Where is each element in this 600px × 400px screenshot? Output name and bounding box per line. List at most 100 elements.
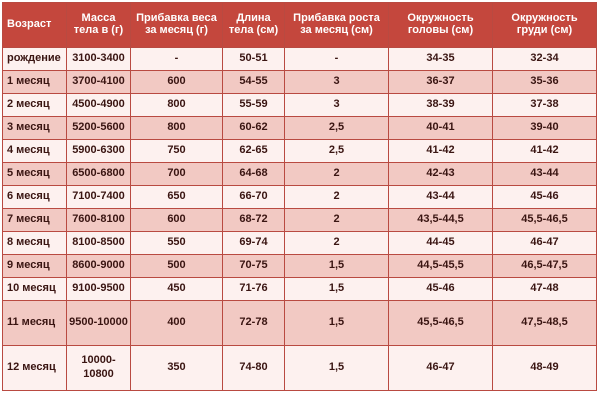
cell-height-gain: 2 (284, 185, 389, 209)
cell-weight-gain: 550 (130, 231, 223, 255)
growth-table: Возраст Масса тела в (г) Прибавка веса з… (2, 2, 597, 391)
cell-head-circumference: 43,5-44,5 (388, 208, 493, 232)
table-row: рождение 3100-3400-50-51-34-35 32-34 (2, 47, 597, 71)
cell-mass: 8100-8500 (66, 231, 131, 255)
cell-mass: 8600-9000 (66, 254, 131, 278)
cell-length: 62-65 (222, 139, 285, 163)
cell-weight-gain: - (130, 47, 223, 71)
cell-age: 11 месяц (2, 300, 67, 346)
cell-mass: 3100-3400 (66, 47, 131, 71)
cell-chest-circumference: 35-36 (492, 70, 597, 94)
cell-chest-circumference: 45,5-46,5 (492, 208, 597, 232)
cell-mass: 10000-10800 (66, 345, 131, 391)
cell-age: 6 месяц (2, 185, 67, 209)
cell-length: 70-75 (222, 254, 285, 278)
cell-age: 3 месяц (2, 116, 67, 140)
table-body: рождение 3100-3400-50-51-34-35 32-34 1 меся… (2, 47, 597, 391)
header-row: Возраст Масса тела в (г) Прибавка веса з… (2, 2, 597, 48)
table-row: 12 месяц 10000-10800 350 74-80 1,5 46-47 48-49 (2, 345, 597, 391)
table-row: 11 месяц 9500-10000 400 72-78 1,5 45,5-46,5 47… (2, 300, 597, 346)
cell-age: 5 месяц (2, 162, 67, 186)
cell-height-gain: 2 (284, 208, 389, 232)
cell-mass: 7100-7400 (66, 185, 131, 209)
cell-mass: 9500-10000 (66, 300, 131, 346)
cell-age: 9 месяц (2, 254, 67, 278)
cell-mass: 7600-8100 (66, 208, 131, 232)
table-row: 2 месяц 4500-4900 800 55-59 3 38-39 37-38 (2, 93, 597, 117)
cell-weight-gain: 700 (130, 162, 223, 186)
table-row: 10 месяц 9100-9500 450 71-76 1,5 45-46 47-48 (2, 277, 597, 301)
cell-chest-circumference: 43-44 (492, 162, 597, 186)
cell-chest-circumference: 47-48 (492, 277, 597, 301)
header-chest-circumference: Окружность груди (см) (492, 2, 597, 48)
cell-weight-gain: 450 (130, 277, 223, 301)
cell-mass: 3700-4100 (66, 70, 131, 94)
cell-age: 8 месяц (2, 231, 67, 255)
cell-chest-circumference: 46-47 (492, 231, 597, 255)
cell-head-circumference: 41-42 (388, 139, 493, 163)
cell-head-circumference: 44-45 (388, 231, 493, 255)
cell-weight-gain: 650 (130, 185, 223, 209)
cell-weight-gain: 600 (130, 208, 223, 232)
cell-age: 12 месяц (2, 345, 67, 391)
cell-height-gain: 1,5 (284, 345, 389, 391)
header-age: Возраст (2, 2, 67, 48)
cell-head-circumference: 44,5-45,5 (388, 254, 493, 278)
cell-length: 64-68 (222, 162, 285, 186)
cell-head-circumference: 46-47 (388, 345, 493, 391)
cell-age: 1 месяц (2, 70, 67, 94)
table-row: 7 месяц 7600-8100 600 68-72 2 43,5-44,5 45,5-4… (2, 208, 597, 232)
cell-age: 7 месяц (2, 208, 67, 232)
table-row: 5 месяц 6500-6800 700 64-68 2 42-43 43-44 (2, 162, 597, 186)
cell-height-gain: 1,5 (284, 254, 389, 278)
table-row: 6 месяц 7100-7400 650 66-70 2 43-44 45-46 (2, 185, 597, 209)
cell-height-gain: 2,5 (284, 116, 389, 140)
cell-length: 50-51 (222, 47, 285, 71)
header-mass: Масса тела в (г) (66, 2, 131, 48)
cell-length: 68-72 (222, 208, 285, 232)
cell-length: 60-62 (222, 116, 285, 140)
cell-mass: 4500-4900 (66, 93, 131, 117)
cell-chest-circumference: 32-34 (492, 47, 597, 71)
cell-height-gain: - (284, 47, 389, 71)
cell-height-gain: 2 (284, 231, 389, 255)
cell-chest-circumference: 37-38 (492, 93, 597, 117)
cell-age: 2 месяц (2, 93, 67, 117)
table-row: 4 месяц 5900-6300 750 62-65 2,5 41-42 41-42 (2, 139, 597, 163)
header-head-circumference: Окружность головы (см) (388, 2, 493, 48)
cell-mass: 9100-9500 (66, 277, 131, 301)
cell-mass: 5200-5600 (66, 116, 131, 140)
cell-length: 54-55 (222, 70, 285, 94)
cell-length: 72-78 (222, 300, 285, 346)
cell-head-circumference: 42-43 (388, 162, 493, 186)
cell-chest-circumference: 47,5-48,5 (492, 300, 597, 346)
cell-chest-circumference: 48-49 (492, 345, 597, 391)
cell-mass: 6500-6800 (66, 162, 131, 186)
cell-height-gain: 3 (284, 93, 389, 117)
cell-length: 66-70 (222, 185, 285, 209)
cell-head-circumference: 45,5-46,5 (388, 300, 493, 346)
cell-length: 71-76 (222, 277, 285, 301)
cell-height-gain: 2 (284, 162, 389, 186)
cell-weight-gain: 600 (130, 70, 223, 94)
cell-chest-circumference: 46,5-47,5 (492, 254, 597, 278)
cell-length: 74-80 (222, 345, 285, 391)
cell-height-gain: 1,5 (284, 277, 389, 301)
cell-height-gain: 3 (284, 70, 389, 94)
table-header: Возраст Масса тела в (г) Прибавка веса з… (2, 2, 597, 48)
cell-height-gain: 2,5 (284, 139, 389, 163)
cell-height-gain: 1,5 (284, 300, 389, 346)
cell-weight-gain: 750 (130, 139, 223, 163)
cell-head-circumference: 43-44 (388, 185, 493, 209)
cell-chest-circumference: 39-40 (492, 116, 597, 140)
cell-age: 10 месяц (2, 277, 67, 301)
cell-head-circumference: 36-37 (388, 70, 493, 94)
cell-length: 55-59 (222, 93, 285, 117)
table-row: 1 месяц 3700-4100 600 54-55 3 36-37 35-36 (2, 70, 597, 94)
table-row: 3 месяц 5200-5600 800 60-62 2,5 40-41 39-40 (2, 116, 597, 140)
cell-weight-gain: 400 (130, 300, 223, 346)
cell-head-circumference: 38-39 (388, 93, 493, 117)
cell-weight-gain: 800 (130, 116, 223, 140)
cell-age: 4 месяц (2, 139, 67, 163)
